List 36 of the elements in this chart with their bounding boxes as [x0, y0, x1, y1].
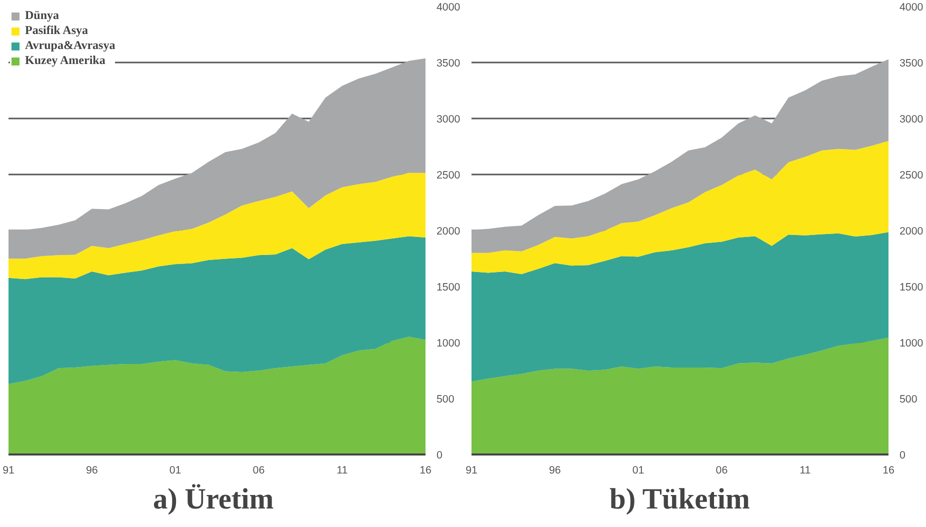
- y-tick-label: 500: [436, 394, 454, 406]
- y-tick-label: 2500: [436, 170, 460, 182]
- y-tick-label: 4000: [436, 2, 460, 14]
- x-tick-label: 06: [716, 464, 728, 476]
- y-tick-label: 3000: [900, 114, 924, 126]
- y-tick-label: 0: [436, 450, 442, 462]
- x-tick-label: 96: [86, 464, 98, 476]
- y-tick-label: 1000: [900, 338, 924, 350]
- x-tick-label: 11: [336, 464, 348, 476]
- legend-label: Kuzey Amerika: [25, 53, 106, 68]
- y-tick-label: 1000: [436, 338, 460, 350]
- x-tick-label: 01: [632, 464, 644, 476]
- y-tick-label: 0: [900, 450, 906, 462]
- x-tick-label: 16: [882, 464, 894, 476]
- y-tick-label: 3000: [436, 114, 460, 126]
- y-tick-label: 2500: [900, 170, 924, 182]
- text: a) Üretim: [152, 484, 274, 516]
- y-tick-label: 1500: [436, 282, 460, 294]
- y-tick-label: 4000: [900, 2, 924, 14]
- y-tick-label: 500: [900, 394, 918, 406]
- x-tick-label: 11: [800, 464, 811, 476]
- x-tick-label: 01: [169, 464, 182, 476]
- x-tick-label: 91: [2, 464, 14, 476]
- text: b) Tüketim: [610, 484, 750, 516]
- y-tick-label: 3500: [900, 58, 924, 70]
- legend-label: Avrupa&Avrasya: [25, 38, 116, 53]
- y-tick-label: 1500: [900, 282, 924, 294]
- x-tick-label: 16: [420, 464, 432, 476]
- legend-label: Pasifik Asya: [25, 23, 88, 38]
- y-tick-label: 2000: [900, 226, 924, 238]
- legend-label: Dünya: [25, 8, 60, 23]
- x-tick-label: 96: [548, 464, 561, 476]
- y-tick-label: 2000: [436, 226, 460, 238]
- y-tick-label: 3500: [436, 58, 460, 70]
- x-tick-label: 91: [466, 464, 478, 476]
- x-tick-label: 06: [252, 464, 265, 476]
